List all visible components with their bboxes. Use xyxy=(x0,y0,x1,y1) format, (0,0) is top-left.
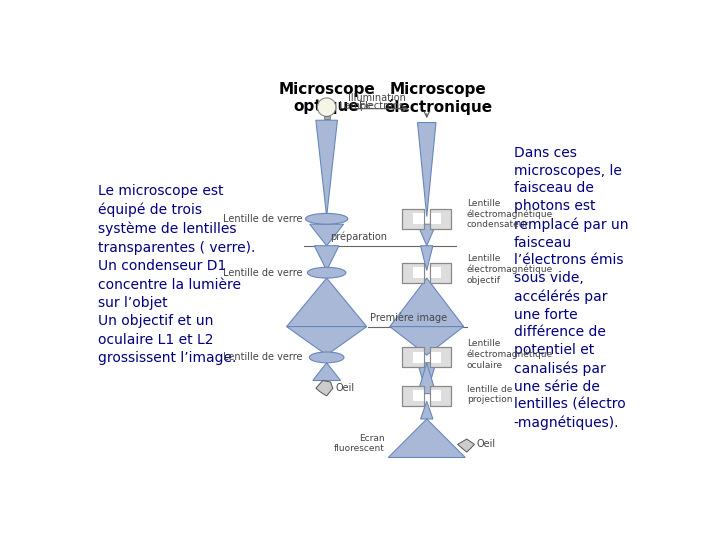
Polygon shape xyxy=(315,246,339,271)
Text: Microscope
optique: Microscope optique xyxy=(278,82,375,114)
Bar xyxy=(402,262,423,283)
Ellipse shape xyxy=(305,213,348,224)
Bar xyxy=(430,209,451,229)
Polygon shape xyxy=(316,381,333,396)
Bar xyxy=(413,213,423,224)
Polygon shape xyxy=(312,363,341,381)
Text: Le microscope est
équipé de trois
système de lentilles
transparentes ( verre).
U: Le microscope est équipé de trois systèm… xyxy=(98,184,256,365)
Polygon shape xyxy=(457,439,474,452)
Bar xyxy=(430,390,441,401)
Bar xyxy=(413,352,423,363)
Text: lentille de
projection: lentille de projection xyxy=(467,384,513,404)
Polygon shape xyxy=(287,278,366,327)
Bar xyxy=(413,390,423,401)
Bar xyxy=(430,386,451,406)
Polygon shape xyxy=(287,327,366,355)
Text: Lentille
électromagnétique
objectif: Lentille électromagnétique objectif xyxy=(467,254,553,285)
Polygon shape xyxy=(310,224,343,246)
Ellipse shape xyxy=(307,267,346,278)
Polygon shape xyxy=(390,327,464,355)
Polygon shape xyxy=(418,363,436,394)
Bar xyxy=(402,262,423,283)
Text: Dans ces
microscopes, le
faisceau de
photons est
remplacé par un
faisceau
l’élec: Dans ces microscopes, le faisceau de pho… xyxy=(514,146,629,430)
Text: Oeil: Oeil xyxy=(477,440,496,449)
Bar xyxy=(430,213,441,224)
Polygon shape xyxy=(418,363,436,394)
Bar xyxy=(430,267,441,278)
Bar xyxy=(402,386,423,406)
Polygon shape xyxy=(418,224,436,246)
Bar xyxy=(402,347,423,367)
Bar xyxy=(430,386,451,406)
Ellipse shape xyxy=(310,352,344,363)
Bar xyxy=(430,262,451,283)
Polygon shape xyxy=(418,123,436,217)
Text: Electrons: Electrons xyxy=(359,100,404,111)
Bar xyxy=(323,116,330,119)
Bar xyxy=(402,386,423,406)
Text: Microscope
électronique: Microscope électronique xyxy=(384,82,492,116)
Text: Ecran
fluorescent: Ecran fluorescent xyxy=(333,434,384,454)
Polygon shape xyxy=(316,120,338,217)
Text: Illumination: Illumination xyxy=(348,92,405,103)
Bar xyxy=(413,267,423,278)
Polygon shape xyxy=(420,246,433,271)
Text: Lampe: Lampe xyxy=(339,100,372,111)
Polygon shape xyxy=(388,419,465,457)
Text: Oeil: Oeil xyxy=(336,383,355,393)
Bar xyxy=(430,262,451,283)
Bar xyxy=(430,347,451,367)
Bar xyxy=(430,209,451,229)
Bar xyxy=(402,347,423,367)
Text: Lentille de verre: Lentille de verre xyxy=(222,268,302,278)
Text: Première image: Première image xyxy=(370,312,447,323)
Text: Lentille
électromagnétique
oculaire: Lentille électromagnétique oculaire xyxy=(467,339,553,369)
Polygon shape xyxy=(390,278,464,327)
Text: Lentille de verre: Lentille de verre xyxy=(222,214,302,224)
Polygon shape xyxy=(420,401,433,419)
Bar xyxy=(430,347,451,367)
Bar xyxy=(402,209,423,229)
Bar xyxy=(430,352,441,363)
Circle shape xyxy=(318,98,336,117)
Text: Lentille de verre: Lentille de verre xyxy=(222,353,302,362)
Text: préparation: préparation xyxy=(330,232,387,242)
Bar xyxy=(402,209,423,229)
Text: Lentille
électromagnétique
condensateur: Lentille électromagnétique condensateur xyxy=(467,199,553,230)
